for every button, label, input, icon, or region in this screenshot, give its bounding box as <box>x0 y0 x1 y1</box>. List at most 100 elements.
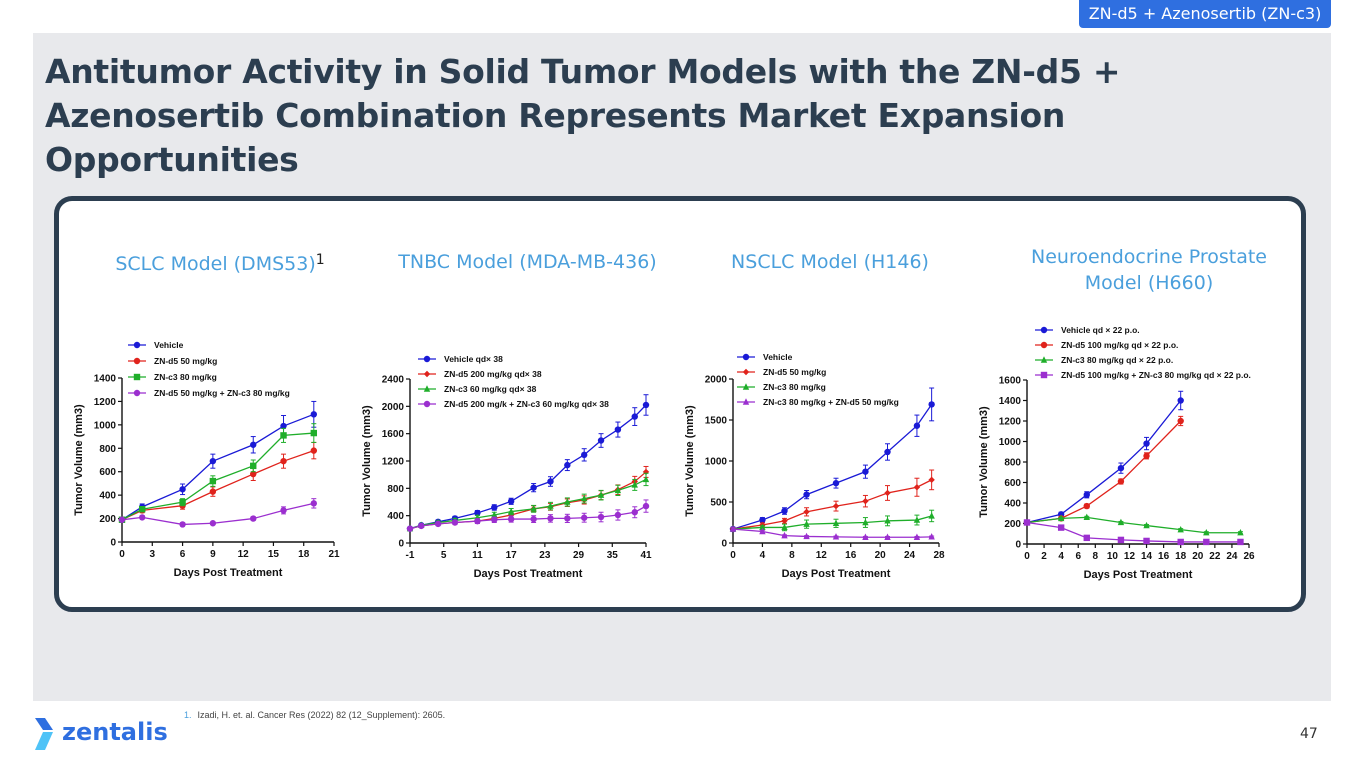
data-point <box>1237 529 1244 536</box>
y-axis-label: Tumor Volume (mm3) <box>978 406 990 518</box>
y-tick-label: 400 <box>387 511 404 522</box>
x-axis-label: Days Post Treatment <box>474 568 583 580</box>
data-point <box>209 477 217 485</box>
chart-title-nsclc: NSCLC Model (H146) <box>731 251 929 273</box>
x-tick-label: 16 <box>1158 551 1170 562</box>
data-point <box>928 533 935 540</box>
chart-title-tnbc: TNBC Model (MDA-MB-436) <box>398 251 657 273</box>
data-point <box>729 525 737 532</box>
x-tick-label: 12 <box>238 549 250 560</box>
data-point <box>1117 464 1125 472</box>
data-point <box>209 488 217 495</box>
y-tick-label: 800 <box>1004 458 1021 469</box>
series-0 <box>118 400 318 523</box>
series-3 <box>118 498 318 528</box>
legend-marker <box>1040 356 1048 363</box>
data-point <box>884 533 891 540</box>
data-point <box>179 486 186 493</box>
x-tick-label: 15 <box>268 549 280 560</box>
data-point <box>179 521 186 528</box>
y-tick-label: 1200 <box>999 417 1022 428</box>
data-point <box>803 520 810 527</box>
data-point <box>1143 521 1150 529</box>
x-tick-label: 20 <box>1192 551 1204 562</box>
series-3 <box>406 499 650 532</box>
series-3 <box>729 525 935 540</box>
data-point <box>781 507 788 515</box>
legend-marker <box>423 385 431 392</box>
x-tick-label: 9 <box>210 549 216 560</box>
data-point <box>1117 536 1125 544</box>
series-3 <box>1023 519 1244 546</box>
x-tick-label: 2 <box>1041 551 1047 562</box>
data-point <box>530 505 537 512</box>
footnote-text: Izadi, H. et. al. Cancer Res (2022) 82 (… <box>197 710 446 720</box>
data-point <box>1057 524 1065 531</box>
data-point <box>250 462 257 470</box>
y-tick-label: 1200 <box>382 457 405 468</box>
legend-entry: ZN-d5 50 mg/kg <box>763 367 826 377</box>
data-point <box>564 498 571 505</box>
data-point <box>928 401 935 408</box>
data-point <box>580 451 588 459</box>
data-point <box>280 432 287 439</box>
data-point <box>1177 538 1184 546</box>
data-point <box>280 507 287 514</box>
x-tick-label: 16 <box>845 550 857 561</box>
x-tick-label: 0 <box>1024 551 1030 562</box>
data-point <box>474 517 481 525</box>
legend-marker <box>1040 326 1048 334</box>
legend-entry: ZN-d5 200 mg/kg qd× 38 <box>444 369 542 379</box>
legend-entry: ZN-c3 60 mg/kg qd× 38 <box>444 384 537 394</box>
series-1 <box>1023 415 1184 526</box>
data-point <box>1143 537 1150 545</box>
data-point <box>310 429 318 437</box>
series-0 <box>406 394 650 532</box>
data-point <box>451 519 459 526</box>
data-point <box>580 514 588 521</box>
data-point <box>280 457 287 465</box>
data-point <box>597 437 605 444</box>
y-tick-label: 1400 <box>999 396 1022 407</box>
chart-title-h660: Neuroendocrine Prostate Model (H660) <box>1031 246 1267 294</box>
x-tick-label: 17 <box>506 550 518 561</box>
data-point <box>614 426 622 433</box>
page-title: Antitumor Activity in Solid Tumor Models… <box>45 52 1121 179</box>
data-point <box>310 500 318 507</box>
data-point <box>803 508 810 516</box>
legend-marker <box>1040 341 1048 349</box>
y-tick-label: 1000 <box>705 457 728 468</box>
data-point <box>832 502 840 510</box>
legend-entry: Vehicle qd× 38 <box>444 354 503 364</box>
data-point <box>250 470 257 478</box>
data-point <box>1117 478 1125 485</box>
x-tick-label: 12 <box>1124 551 1136 562</box>
data-point <box>862 468 869 475</box>
x-tick-label: 6 <box>1075 551 1081 562</box>
series-0 <box>729 387 935 533</box>
data-point <box>832 533 840 540</box>
series-0 <box>1023 390 1184 526</box>
x-tick-label: 12 <box>816 550 828 561</box>
series-2 <box>118 423 318 523</box>
data-point <box>1177 397 1184 404</box>
data-point <box>507 515 515 523</box>
data-point <box>631 481 638 488</box>
legend-entry: Vehicle qd × 22 p.o. <box>1061 325 1140 335</box>
y-tick-label: 200 <box>1004 519 1021 530</box>
x-tick-label: 23 <box>539 550 551 561</box>
x-tick-label: 28 <box>933 550 945 561</box>
x-tick-label: 26 <box>1243 551 1255 562</box>
data-point <box>491 504 498 511</box>
x-tick-label: 4 <box>1058 551 1064 562</box>
data-point <box>491 516 498 523</box>
data-point <box>434 520 442 528</box>
x-axis-label: Days Post Treatment <box>782 568 891 580</box>
x-tick-label: 18 <box>1175 551 1187 562</box>
y-tick-label: 1000 <box>999 437 1022 448</box>
legend-marker <box>423 400 431 408</box>
data-point <box>803 532 810 540</box>
x-tick-label: 14 <box>1141 551 1153 562</box>
y-axis-label: Tumor Volume (mm3) <box>73 404 85 516</box>
data-point <box>1083 513 1090 521</box>
